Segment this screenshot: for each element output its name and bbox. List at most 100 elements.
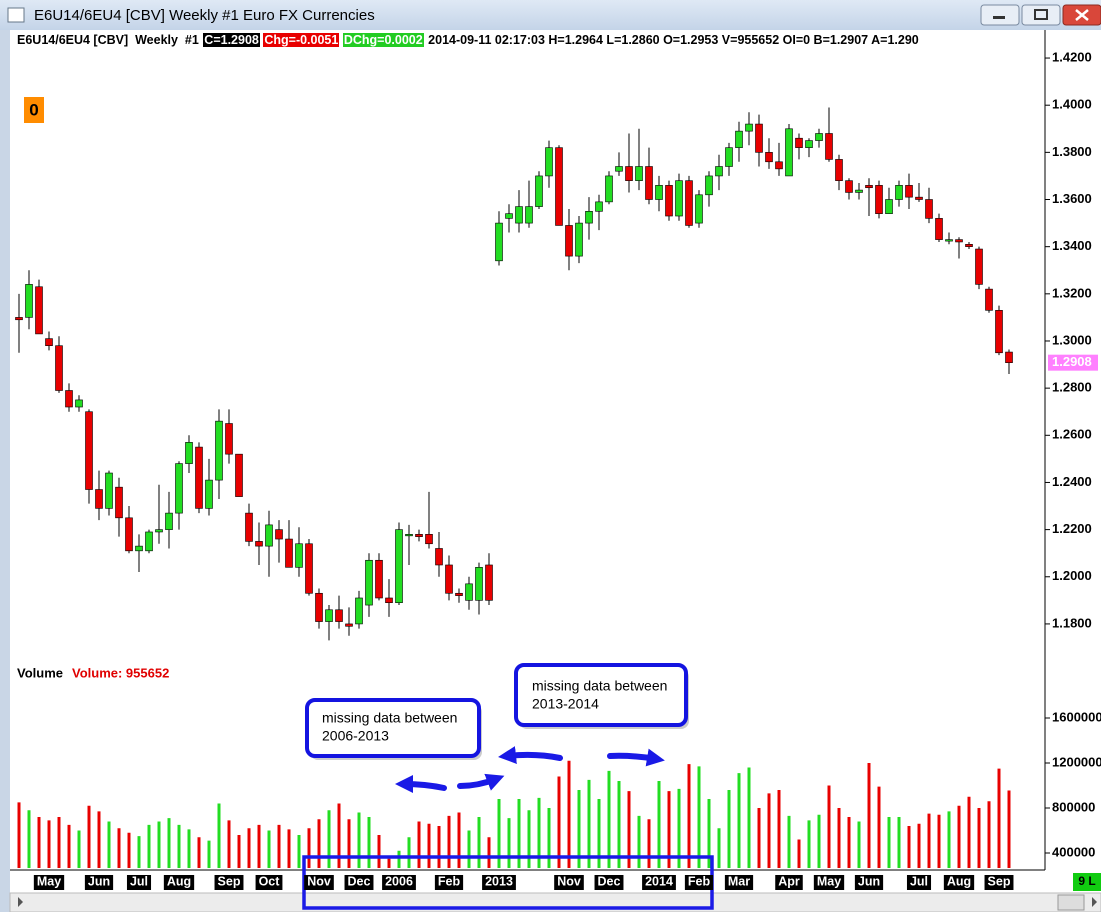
volume-bar: [807, 820, 811, 868]
scroll-thumb[interactable]: [1057, 894, 1085, 911]
x-tick-box: [255, 875, 283, 890]
volume-bar: [887, 817, 891, 868]
candle-body: [895, 185, 903, 200]
candle-body: [535, 175, 543, 207]
x-tick-box: [943, 875, 975, 890]
candle-body: [245, 512, 253, 542]
volume-bar: [487, 837, 491, 868]
candle-body: [645, 166, 653, 200]
candle-body: [845, 180, 853, 193]
volume-bar: [977, 808, 981, 868]
last-price-box: [1048, 354, 1098, 371]
volume-bar: [157, 821, 161, 868]
scrollbar[interactable]: [9, 892, 1101, 912]
volume-bar: [237, 835, 241, 868]
volume-bar: [217, 803, 221, 868]
candle-body: [275, 529, 283, 540]
volume-bar: [47, 820, 51, 868]
volume-bar: [387, 858, 391, 868]
candle-body: [255, 541, 263, 547]
x-tick-box: [775, 875, 803, 890]
candle-body: [145, 531, 153, 552]
volume-bar: [627, 791, 631, 868]
candle-body: [575, 222, 583, 257]
x-tick-label: Sep: [988, 874, 1011, 888]
volume-bar: [577, 790, 581, 868]
volume-bar: [747, 767, 751, 868]
volume-bar: [267, 830, 271, 868]
volume-value: Volume: 955652: [72, 665, 169, 680]
x-tick-label: Nov: [557, 874, 581, 888]
y-tick-label: 400000: [1052, 844, 1095, 859]
volume-bar: [127, 832, 131, 868]
volume-bar: [757, 808, 761, 868]
volume-bar: [957, 805, 961, 868]
x-tick-label: Jun: [88, 874, 110, 888]
candle-body: [755, 123, 763, 153]
x-tick-label: 2014: [645, 874, 673, 888]
minimize-button[interactable]: [980, 4, 1020, 26]
volume-bar: [477, 817, 481, 868]
candle-body: [885, 199, 893, 214]
x-tick-label: Jul: [130, 874, 148, 888]
candle-body: [995, 310, 1003, 354]
volume-bar: [377, 835, 381, 868]
header-dchange: DChg=0.0002: [342, 33, 424, 47]
y-tick-label: 1.4200: [1052, 49, 1092, 64]
candle-body: [325, 609, 333, 622]
volume-bar: [327, 810, 331, 868]
volume-bar: [257, 824, 261, 868]
x-tick-label: 2006: [385, 874, 413, 888]
candle-body: [385, 597, 393, 604]
volume-bar: [597, 799, 601, 868]
candle-body: [985, 288, 993, 311]
candle-body: [295, 543, 303, 568]
candle-body: [515, 206, 523, 224]
volume-bar: [567, 760, 571, 868]
volume-bar: [877, 786, 881, 868]
x-tick-label: Nov: [307, 874, 331, 888]
candle-body: [285, 538, 293, 568]
volume-bar: [947, 811, 951, 868]
volume-bar: [557, 776, 561, 868]
candle-body: [625, 166, 633, 181]
scroll-right[interactable]: [1092, 897, 1097, 907]
volume-bar: [497, 799, 501, 868]
volume-bar: [287, 829, 291, 868]
volume-bar: [857, 821, 861, 868]
annotation-text: 2013-2014: [532, 696, 599, 712]
volume-bar: [147, 824, 151, 868]
x-tick-label: Oct: [259, 874, 281, 888]
candle-body: [695, 194, 703, 224]
volume-bar: [397, 850, 401, 868]
volume-bar: [67, 824, 71, 868]
candle-body: [835, 159, 843, 181]
candle-body: [125, 517, 133, 552]
candle-body: [525, 206, 533, 224]
candle-body: [45, 338, 53, 346]
volume-bar: [907, 826, 911, 868]
status: 9 L: [1078, 874, 1095, 888]
x-tick-label: 2013: [485, 874, 513, 888]
annotation-text: 2006-2013: [322, 728, 389, 744]
app-icon: [7, 7, 25, 23]
x-tick-label: May: [817, 874, 841, 888]
scroll-left[interactable]: [18, 897, 23, 907]
maximize-button[interactable]: [1021, 4, 1061, 26]
candle-body: [175, 463, 183, 514]
volume-bar: [367, 817, 371, 868]
candle-body: [495, 222, 503, 262]
volume-bar: [667, 791, 671, 868]
y-tick-label: 1.2200: [1052, 521, 1092, 536]
volume-bar: [337, 803, 341, 868]
x-tick-box: [642, 875, 676, 890]
y-tick-label: 1.2000: [1052, 568, 1092, 583]
candle-body: [205, 479, 213, 509]
volume-bar: [57, 817, 61, 868]
x-tick-box: [684, 875, 714, 890]
volume-bar: [27, 810, 31, 868]
x-tick-box: [554, 875, 584, 890]
candle-body: [685, 180, 693, 226]
y-tick-label: 1.3000: [1052, 332, 1092, 347]
last-price-label: 1.2908: [1052, 354, 1092, 369]
